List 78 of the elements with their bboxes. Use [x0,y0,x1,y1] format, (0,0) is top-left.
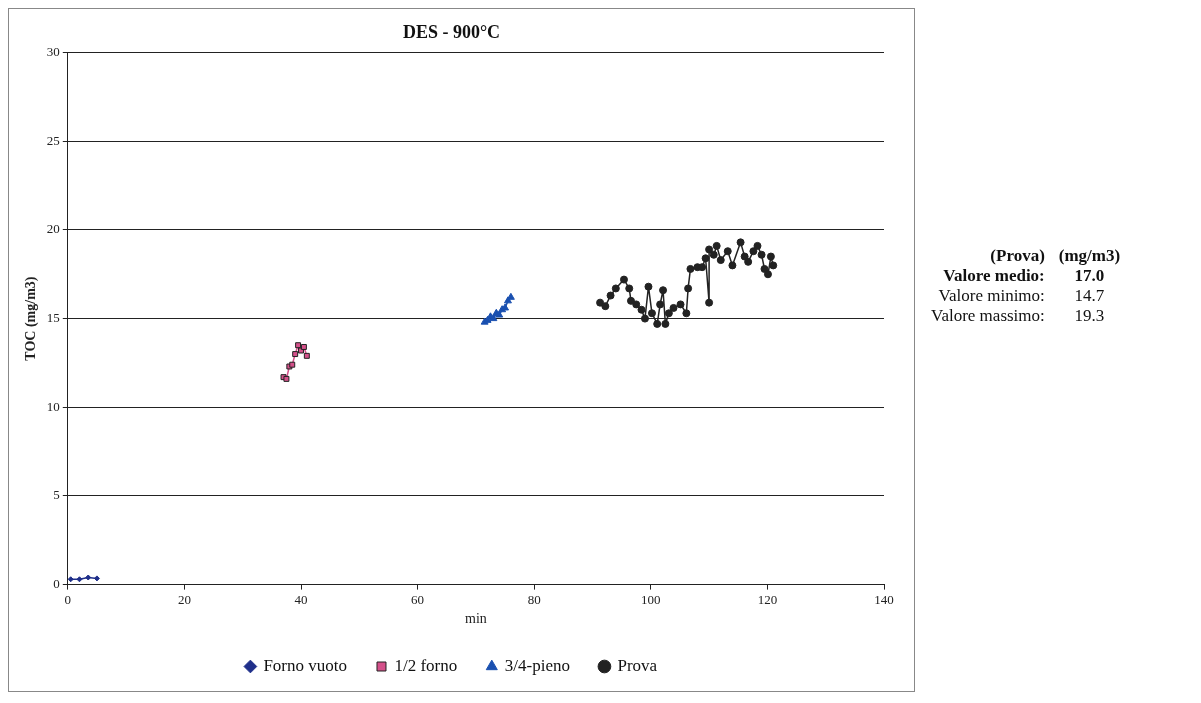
point [606,291,615,300]
point [647,309,656,318]
point [736,238,745,247]
point [763,270,772,279]
point [669,303,678,312]
point [300,344,307,350]
x-axis-title: min [465,611,487,627]
text: 14.7 [1073,286,1106,306]
y-tick-label: 10 [46,398,60,414]
point [769,261,778,270]
legend-label: 3/4-pieno [504,655,570,675]
point [656,300,665,309]
text: 19.3 [1073,306,1106,326]
x-tick-label: 40 [294,591,308,607]
point [684,284,693,293]
legend-label: Prova [617,655,658,675]
x-tick-label: 60 [411,591,425,607]
y-tick-label: 15 [46,310,60,326]
point [295,342,302,349]
x-tick-label: 100 [641,591,661,607]
x-tick-label: 120 [757,591,778,607]
point [611,284,620,293]
x-tick-label: 80 [527,591,541,607]
y-tick-label: 25 [46,132,60,148]
point [753,241,762,250]
point [601,302,610,311]
text: Valore massimo: [931,306,1046,326]
point [709,250,718,259]
point [686,264,695,273]
text: Valore minimo: [937,286,1046,306]
point [626,296,635,305]
point [728,261,737,270]
x-tick-label: 20 [177,591,191,607]
chart-title: DES - 900°C [402,22,501,43]
y-tick-label: 30 [46,44,60,60]
point [716,256,725,265]
point [701,254,710,263]
point [757,250,766,259]
point [653,319,662,328]
point [723,247,732,256]
point [744,257,753,266]
y-axis-title: TOC (mg/m3) [23,276,40,361]
point [705,298,714,307]
y-tick-label: 5 [53,487,60,503]
point [712,241,721,250]
text: 17.0 [1073,266,1106,286]
point [93,575,100,582]
point [749,247,758,256]
x-tick-label: 0 [64,591,72,607]
point [625,284,634,293]
point [303,352,310,359]
legend-label: Forno vuoto [263,655,347,675]
point [766,252,775,261]
point [76,576,83,583]
point [632,300,641,309]
text: (Prova) [989,246,1046,266]
point [644,282,653,291]
point [659,286,668,295]
text: Valore medio: [942,266,1046,286]
legend-label: 1/2 forno [394,655,458,675]
point [292,351,299,358]
point [661,319,670,328]
y-tick-label: 0 [53,576,60,592]
point [67,576,74,583]
point [619,275,628,284]
point [705,245,714,254]
point [676,300,685,309]
point [85,574,92,581]
point [740,252,749,261]
point [698,263,707,272]
point [664,309,673,318]
point [637,305,646,314]
x-tick-label: 140 [874,591,894,607]
point [682,309,691,318]
point [640,314,649,323]
y-tick-label: 20 [46,221,60,237]
text: (mg/m3) [1058,246,1121,266]
point [760,264,769,273]
